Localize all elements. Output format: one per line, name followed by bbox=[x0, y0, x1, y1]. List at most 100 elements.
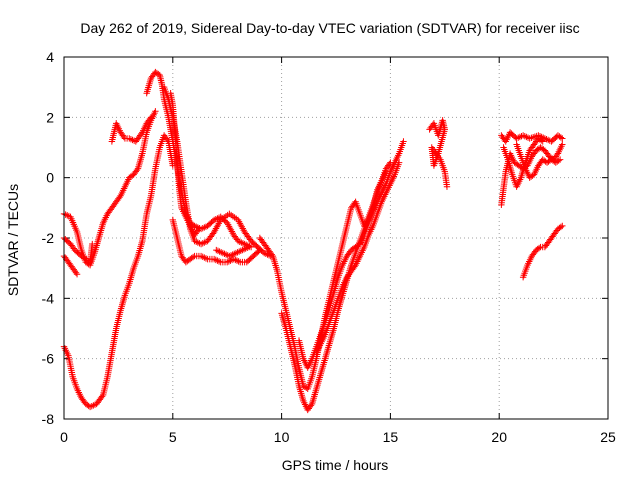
series-arc-3 bbox=[60, 234, 96, 266]
x-tick-label: 15 bbox=[383, 429, 399, 445]
data-point bbox=[218, 249, 225, 256]
data-point bbox=[202, 255, 210, 262]
data-point bbox=[559, 222, 566, 230]
y-tick-label: 4 bbox=[46, 49, 54, 65]
data-point bbox=[256, 246, 264, 254]
series-arc-19 bbox=[500, 135, 546, 190]
series-arc-1 bbox=[60, 108, 159, 269]
data-point bbox=[244, 244, 251, 252]
gridlines bbox=[64, 57, 608, 419]
data-point bbox=[238, 239, 245, 246]
data-point bbox=[559, 135, 566, 142]
data-point bbox=[197, 252, 205, 260]
data-point bbox=[232, 249, 240, 257]
data-point bbox=[233, 257, 241, 264]
data-point bbox=[543, 136, 550, 143]
data-point bbox=[126, 135, 133, 142]
data-point bbox=[513, 135, 520, 142]
data-point bbox=[521, 132, 528, 140]
data-point bbox=[351, 263, 358, 270]
x-tick-labels: 0 5 10 15 20 25 bbox=[60, 429, 616, 445]
data-point bbox=[120, 133, 128, 141]
data-point bbox=[523, 133, 530, 141]
data-point bbox=[209, 230, 217, 237]
data-point bbox=[152, 108, 159, 115]
data-point bbox=[210, 216, 218, 224]
x-tick-label: 5 bbox=[169, 429, 177, 445]
data-point bbox=[557, 223, 565, 231]
data-point bbox=[133, 166, 141, 174]
data-point bbox=[559, 141, 566, 148]
data-point bbox=[221, 250, 228, 258]
data-point bbox=[127, 136, 135, 143]
x-axis-label: GPS time / hours bbox=[282, 457, 389, 473]
data-point bbox=[90, 402, 97, 409]
data-point bbox=[395, 159, 403, 166]
data-point bbox=[62, 211, 69, 218]
series-arc-2 bbox=[60, 132, 176, 411]
y-tick-labels: -8 -6 -4 -2 0 2 4 bbox=[42, 49, 55, 427]
data-point bbox=[235, 258, 242, 265]
data-point bbox=[138, 130, 145, 138]
series-arc-9 bbox=[169, 216, 264, 266]
series-arc-16 bbox=[498, 129, 566, 145]
series-arc-18 bbox=[513, 141, 564, 181]
series-arc-15 bbox=[426, 117, 451, 190]
data-point bbox=[216, 248, 223, 255]
data-point bbox=[164, 136, 171, 144]
x-tick-label: 0 bbox=[60, 429, 68, 445]
data-point bbox=[212, 215, 219, 223]
data-point bbox=[443, 183, 451, 190]
data-point bbox=[210, 255, 218, 263]
data-point bbox=[227, 252, 235, 259]
data-point bbox=[225, 258, 233, 265]
data-point bbox=[226, 252, 233, 260]
series-arc-8 bbox=[167, 90, 203, 239]
series-arc-14 bbox=[313, 159, 403, 356]
chart-title: Day 262 of 2019, Sidereal Day-to-day VTE… bbox=[80, 20, 579, 36]
series-arc-4 bbox=[60, 252, 81, 278]
data-point bbox=[191, 237, 198, 245]
y-tick-label: 0 bbox=[46, 170, 54, 186]
y-tick-label: -8 bbox=[42, 411, 55, 427]
data-point bbox=[192, 238, 200, 245]
series-arc-10 bbox=[213, 243, 253, 260]
data-point bbox=[239, 246, 246, 254]
y-tick-label: 2 bbox=[46, 109, 54, 125]
data-point bbox=[307, 402, 315, 409]
data-point bbox=[232, 256, 239, 264]
plot-frame bbox=[63, 56, 609, 420]
data-point bbox=[255, 248, 262, 255]
data-point bbox=[556, 156, 564, 163]
data-point bbox=[245, 243, 253, 251]
data-point bbox=[268, 251, 276, 258]
x-tick-label: 20 bbox=[491, 429, 507, 445]
x-tick-label: 25 bbox=[600, 429, 616, 445]
data-point bbox=[535, 244, 543, 252]
data-point bbox=[219, 249, 227, 257]
data-point bbox=[230, 255, 237, 263]
data-point bbox=[229, 251, 236, 258]
data-point bbox=[215, 258, 223, 265]
data-point bbox=[189, 253, 197, 261]
data-point bbox=[201, 239, 208, 246]
data-point bbox=[538, 137, 545, 144]
data-point bbox=[130, 137, 138, 144]
data-point bbox=[227, 257, 234, 264]
data-point bbox=[235, 248, 243, 255]
data-point bbox=[236, 238, 243, 245]
data-point bbox=[234, 237, 242, 245]
data-point bbox=[553, 151, 561, 159]
data-point bbox=[234, 249, 241, 256]
data-point bbox=[539, 138, 546, 145]
data-point bbox=[201, 254, 208, 261]
data-point bbox=[212, 256, 219, 264]
data-point bbox=[199, 240, 206, 247]
data-point bbox=[231, 250, 238, 258]
data-point bbox=[89, 240, 96, 248]
data-point bbox=[194, 239, 202, 246]
data-point bbox=[519, 132, 527, 139]
data-point bbox=[201, 224, 208, 231]
y-axis-label: SDTVAR / TECUs bbox=[5, 184, 21, 296]
